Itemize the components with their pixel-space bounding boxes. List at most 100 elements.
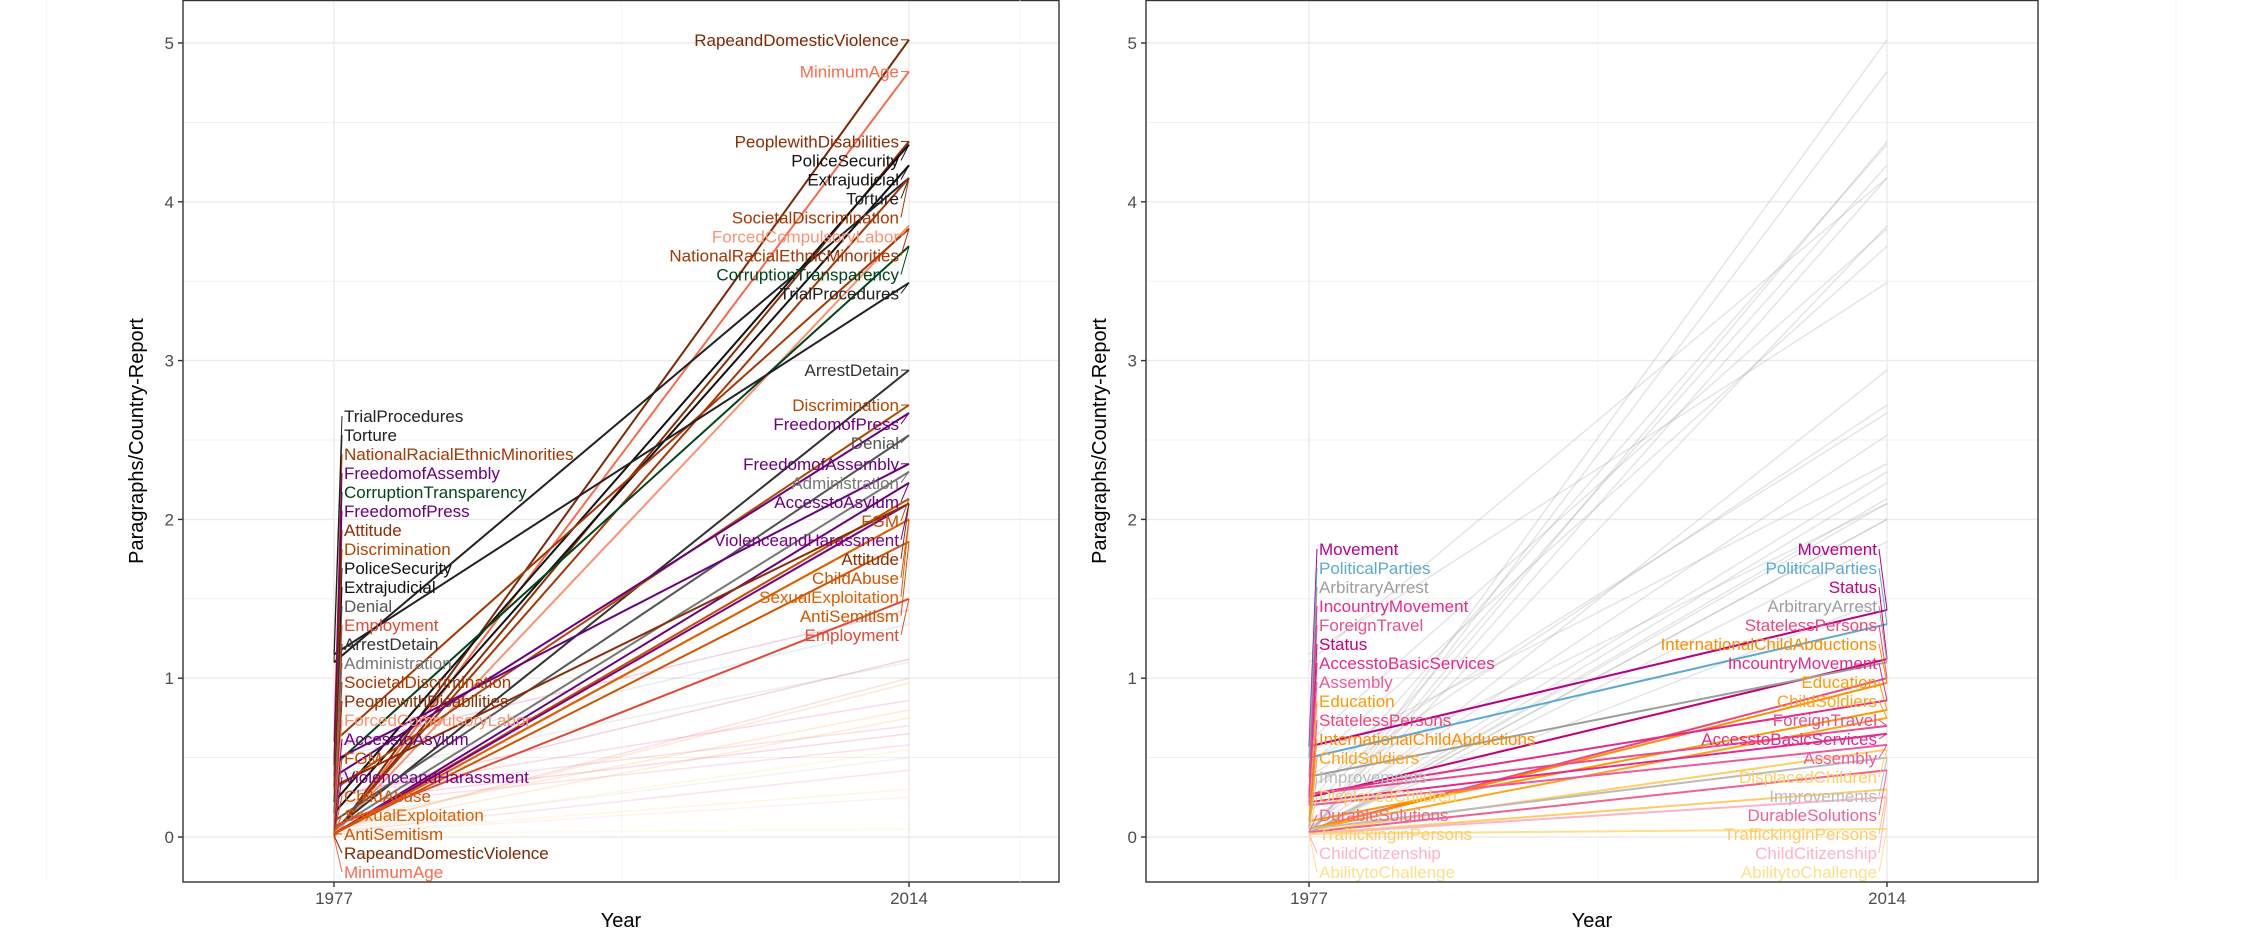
series-label-end: Extrajudicial <box>807 170 899 189</box>
series-label-end: ChildAbuse <box>812 569 899 588</box>
y-tick-label: 1 <box>1128 669 1137 688</box>
series-label-end: ForeignTravel <box>1773 711 1877 730</box>
series-label-end: ChildCitizenship <box>1755 844 1877 863</box>
series-label-start: Education <box>1319 692 1395 711</box>
x-axis-title: Year <box>1572 910 1613 932</box>
series-label-end: FreedomofAssembly <box>743 455 899 474</box>
series-label-end: DisplacedChildren <box>1739 768 1877 787</box>
plot-background <box>1146 0 2038 882</box>
series-label-end: ChildSoldiers <box>1777 692 1877 711</box>
series-label-end: Movement <box>1798 540 1878 559</box>
y-tick-label: 5 <box>165 34 174 53</box>
series-label-end: SexualExploitation <box>759 588 899 607</box>
series-label-start: AbilitytoChallenge <box>1319 863 1455 882</box>
y-tick-label: 1 <box>165 669 174 688</box>
series-label-end: AbilitytoChallenge <box>1741 863 1877 882</box>
series-label-start: MinimumAge <box>344 863 443 882</box>
series-label-start: TraffickinginPersons <box>1319 825 1472 844</box>
series-label-end: Discrimination <box>792 396 899 415</box>
series-label-end: Assembly <box>1803 749 1877 768</box>
series-label-start: Discrimination <box>344 540 451 559</box>
panel-1: RapeandDomesticViolence RapeandDomesticVi… <box>47 0 1197 932</box>
series-label-start: CorruptionTransparency <box>344 483 527 502</box>
series-label-start: ArbitraryArrest <box>1319 578 1429 597</box>
series-label-start: Improvements <box>1319 768 1427 787</box>
series-label-start: PoliceSecurity <box>344 559 452 578</box>
y-tick-label: 3 <box>1128 352 1137 371</box>
series-label-start: IncountryMovement <box>1319 597 1469 616</box>
series-label-end: IncountryMovement <box>1728 654 1878 673</box>
series-label-end: MinimumAge <box>800 63 899 82</box>
x-tick-label: 1977 <box>1290 889 1328 908</box>
series-label-start: Attitude <box>344 521 402 540</box>
y-tick-label: 5 <box>1128 34 1137 53</box>
series-label-start: RapeandDomesticViolence <box>344 844 549 863</box>
series-label-start: FreedomofPress <box>344 502 470 521</box>
series-label-end: DurableSolutions <box>1748 806 1877 825</box>
series-label-start: AccesstoAsylum <box>344 730 469 749</box>
series-label-end: AccesstoAsylum <box>774 493 899 512</box>
series-label-start: FGM <box>344 749 382 768</box>
series-label-start: ChildSoldiers <box>1319 749 1419 768</box>
series-label-start: NationalRacialEthnicMinorities <box>344 445 574 464</box>
series-label-start: StatelessPersons <box>1319 711 1451 730</box>
series-label-start: DurableSolutions <box>1319 806 1448 825</box>
series-label-end: SocietalDiscrimination <box>732 208 899 227</box>
series-label-end: PoliticalParties <box>1766 559 1878 578</box>
series-label-end: ArbitraryArrest <box>1767 597 1877 616</box>
y-tick-label: 4 <box>165 193 174 212</box>
series-label-start: ViolenceandHarassment <box>344 768 529 787</box>
series-label-end: FGM <box>861 512 899 531</box>
series-label-end: AccesstoBasicServices <box>1701 730 1877 749</box>
series-label-start: AccesstoBasicServices <box>1319 654 1495 673</box>
y-tick-label: 3 <box>165 352 174 371</box>
series-label-start: ChildCitizenship <box>1319 844 1441 863</box>
series-label-end: ForcedCompulsoryLabor <box>712 227 899 246</box>
series-label-end: Attitude <box>841 550 899 569</box>
series-label-start: TrialProcedures <box>344 407 463 426</box>
series-label-start: ChildAbuse <box>344 787 431 806</box>
series-label-end: CorruptionTransparency <box>716 265 899 284</box>
series-label-end: ArrestDetain <box>805 361 899 380</box>
series-label-end: StatelessPersons <box>1745 616 1877 635</box>
series-label-start: SexualExploitation <box>344 806 484 825</box>
series-label-start: DisplacedChildren <box>1319 787 1457 806</box>
x-tick-label: 2014 <box>1868 889 1906 908</box>
series-label-start: ArrestDetain <box>344 635 438 654</box>
y-tick-label: 0 <box>165 828 174 847</box>
series-label-end: RapeandDomesticViolence <box>694 31 899 50</box>
series-label-start: FreedomofAssembly <box>344 464 500 483</box>
y-tick-label: 2 <box>1128 510 1137 529</box>
series-label-end: Education <box>1801 673 1877 692</box>
series-label-start: AntiSemitism <box>344 825 443 844</box>
series-label-end: Employment <box>805 626 900 645</box>
series-label-start: ForeignTravel <box>1319 616 1423 635</box>
series-label-end: TrialProcedures <box>780 284 899 303</box>
series-label-start: PeoplewithDisabilities <box>344 692 508 711</box>
series-label-start: Movement <box>1319 540 1399 559</box>
series-label-end: InternationalChildAbductions <box>1661 635 1877 654</box>
series-label-start: Administration <box>344 654 452 673</box>
series-label-end: FreedomofPress <box>773 415 899 434</box>
series-label-start: Torture <box>344 426 397 445</box>
x-tick-label: 2014 <box>890 889 928 908</box>
plot-background <box>183 0 1059 882</box>
x-axis-title: Year <box>601 910 642 932</box>
series-label-end: Denial <box>851 434 899 453</box>
series-label-start: PoliticalParties <box>1319 559 1431 578</box>
series-label-start: SocietalDiscrimination <box>344 673 511 692</box>
series-label-start: InternationalChildAbductions <box>1319 730 1535 749</box>
series-label-end: TraffickinginPersons <box>1724 825 1877 844</box>
y-axis-title: Paragraphs/Country-Report <box>126 318 148 564</box>
series-label-end: AntiSemitism <box>800 607 899 626</box>
y-axis-title: Paragraphs/Country-Report <box>1089 318 1111 564</box>
series-label-start: Assembly <box>1319 673 1393 692</box>
y-tick-label: 2 <box>165 510 174 529</box>
y-tick-label: 0 <box>1128 828 1137 847</box>
series-label-end: Improvements <box>1769 787 1877 806</box>
series-label-end: Status <box>1829 578 1877 597</box>
series-label-start: ForcedCompulsoryLabor <box>344 711 531 730</box>
series-label-start: Extrajudicial <box>344 578 436 597</box>
